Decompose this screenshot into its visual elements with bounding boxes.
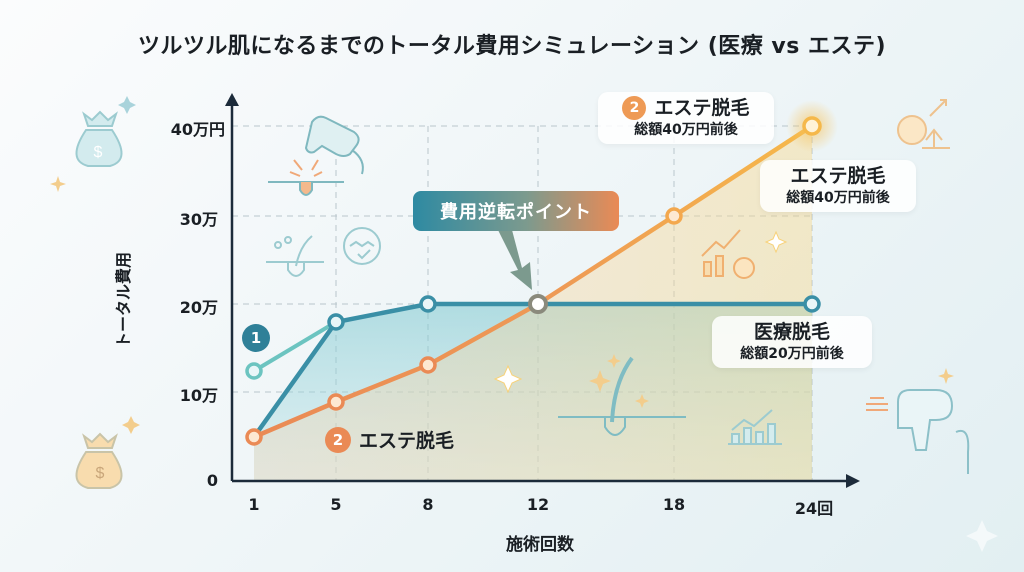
sparkle-icon	[589, 354, 649, 408]
chart-title: ツルツル肌になるまでのトータル費用シミュレーション (医療 vs エステ)	[137, 34, 887, 59]
sparkle-icon	[118, 96, 136, 114]
medical-points	[245, 295, 821, 380]
medical-total-bubble: 医療脱毛 総額20万円前後	[712, 316, 872, 368]
sparkle-icon	[938, 368, 954, 384]
cost-growth-icon	[701, 229, 755, 279]
dollar-icon: $	[96, 465, 105, 482]
hair-dryer-laser-icon	[897, 389, 970, 474]
y-tick-10: 10万	[179, 386, 218, 405]
x-axis-label: 施術回数	[506, 535, 574, 555]
esthe-points	[245, 116, 822, 446]
x-tick-24: 24回	[794, 499, 834, 518]
y-tick-20: 20万	[179, 298, 218, 317]
esthe-line	[253, 124, 814, 440]
esthe-top-sub: 総額40万円前後	[634, 122, 738, 138]
y-tick-40: 40万円	[170, 120, 225, 139]
esthe-badge-top: 2	[622, 96, 647, 120]
medical-series-badge: 1	[242, 324, 270, 352]
coin-growth-icon	[897, 99, 950, 149]
esthe-series-label: 2 エステ脱毛	[325, 426, 454, 453]
crossover-callout: 費用逆転ポイント	[413, 191, 619, 231]
esthe-area	[254, 126, 812, 481]
esthe-total-bubble-top: 2 エステ脱毛 総額40万円前後	[598, 92, 774, 144]
esthe-series-badge: 2	[325, 426, 351, 453]
y-tick-0: 0	[206, 471, 218, 490]
sparkle-icon	[50, 176, 66, 192]
crossover-arrow	[498, 230, 532, 290]
sparkle-icon	[764, 230, 788, 254]
x-tick-8: 8	[422, 495, 434, 514]
skin-hair-moisture-icon	[266, 235, 324, 277]
esthe-series-name: エステ脱毛	[359, 430, 455, 452]
laser-device-icon	[268, 115, 364, 196]
esthe-right-title: エステ脱毛	[790, 165, 886, 187]
sparkle-icon	[966, 520, 998, 552]
money-bag-icon	[75, 432, 123, 489]
hair-follicle-sparkle-icon	[558, 356, 686, 436]
esthe-top-title: エステ脱毛	[654, 97, 750, 119]
sparkle-icon	[122, 416, 140, 434]
medical-title: 医療脱毛	[753, 321, 830, 343]
x-tick-5: 5	[330, 495, 342, 514]
esthe-total-bubble-right: エステ脱毛 総額40万円前後	[760, 160, 916, 212]
laser-spark-icon	[866, 397, 888, 411]
x-tick-1: 1	[248, 495, 260, 514]
esthe-right-sub: 総額40万円前後	[786, 190, 890, 206]
x-tick-12: 12	[526, 495, 550, 514]
sparkle-icon	[493, 364, 523, 394]
y-tick-30: 30万	[179, 210, 218, 229]
crossover-point	[528, 294, 548, 314]
medical-sub: 総額20万円前後	[740, 346, 844, 362]
medical-alt-line	[252, 320, 338, 373]
dollar-icon: $	[94, 144, 103, 161]
bar-chart-growth-icon	[728, 409, 782, 445]
money-bag-icon	[75, 110, 123, 167]
smooth-skin-icon	[343, 227, 381, 265]
laser-spark-icon	[289, 159, 323, 177]
x-tick-18: 18	[662, 495, 686, 514]
axes	[225, 93, 860, 488]
y-axis-label: トータル費用	[114, 251, 133, 349]
